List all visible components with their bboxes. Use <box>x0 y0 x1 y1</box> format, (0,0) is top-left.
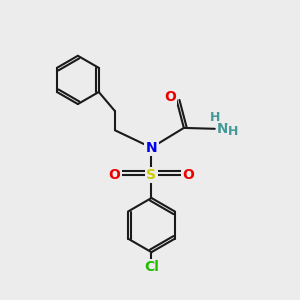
Text: H: H <box>228 125 238 138</box>
Text: O: O <box>182 168 194 182</box>
Text: Cl: Cl <box>144 260 159 274</box>
Text: O: O <box>164 90 176 104</box>
Text: N: N <box>146 141 157 154</box>
Text: O: O <box>109 168 121 182</box>
Text: S: S <box>146 168 157 182</box>
Text: H: H <box>210 110 220 124</box>
Text: N: N <box>216 122 228 136</box>
